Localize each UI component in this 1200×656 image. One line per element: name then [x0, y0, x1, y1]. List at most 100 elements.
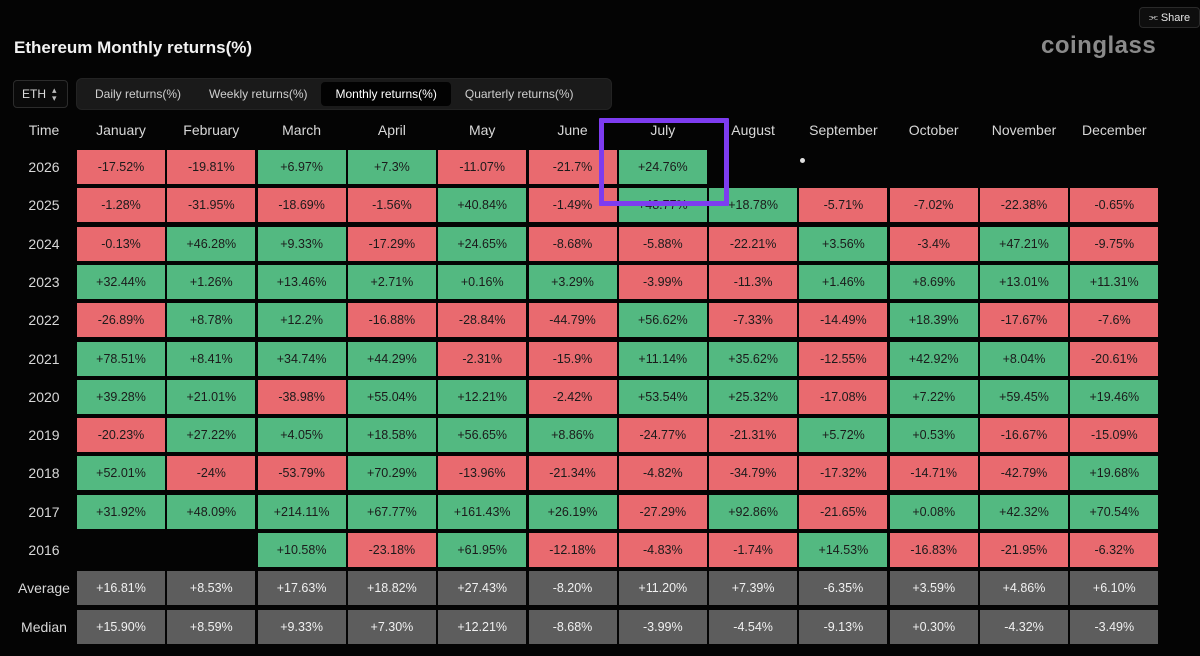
- return-cell[interactable]: +13.01%: [980, 264, 1068, 299]
- return-cell[interactable]: -23.18%: [347, 533, 436, 567]
- return-cell[interactable]: +12.21%: [438, 379, 527, 414]
- return-cell[interactable]: +39.28%: [77, 379, 165, 414]
- return-cell[interactable]: +8.69%: [889, 264, 978, 299]
- return-cell[interactable]: +7.3%: [347, 150, 436, 184]
- return-cell[interactable]: +9.33%: [257, 609, 346, 644]
- tab-quarterly-returns[interactable]: Quarterly returns(%): [464, 87, 574, 101]
- return-cell[interactable]: -0.65%: [1070, 188, 1159, 223]
- return-cell[interactable]: -1.74%: [709, 533, 798, 567]
- return-cell[interactable]: +11.31%: [1070, 264, 1159, 299]
- return-cell[interactable]: -16.67%: [980, 418, 1068, 453]
- return-cell[interactable]: +2.71%: [347, 264, 436, 299]
- return-cell[interactable]: -4.83%: [618, 533, 707, 567]
- return-cell[interactable]: -17.67%: [980, 303, 1068, 338]
- return-cell[interactable]: +40.84%: [438, 188, 527, 223]
- tab-monthly-returns[interactable]: Monthly returns(%): [321, 82, 451, 106]
- return-cell[interactable]: +92.86%: [709, 494, 798, 529]
- return-cell[interactable]: +8.78%: [167, 303, 256, 338]
- return-cell[interactable]: -0.13%: [77, 226, 165, 261]
- return-cell[interactable]: +48.09%: [167, 494, 256, 529]
- return-cell[interactable]: -4.82%: [618, 456, 707, 491]
- return-cell[interactable]: +32.44%: [77, 264, 165, 299]
- return-cell[interactable]: -19.81%: [167, 150, 256, 184]
- return-cell[interactable]: -8.68%: [528, 226, 617, 261]
- return-cell[interactable]: -14.71%: [889, 456, 978, 491]
- return-cell[interactable]: +35.62%: [709, 341, 798, 376]
- return-cell[interactable]: +0.53%: [889, 418, 978, 453]
- return-cell[interactable]: +27.22%: [167, 418, 256, 453]
- return-cell[interactable]: -22.38%: [980, 188, 1068, 223]
- return-cell[interactable]: -17.08%: [799, 379, 888, 414]
- return-cell[interactable]: +8.53%: [167, 571, 256, 606]
- return-cell[interactable]: -26.89%: [77, 303, 165, 338]
- return-cell[interactable]: +25.32%: [709, 379, 798, 414]
- return-cell[interactable]: -2.42%: [528, 379, 617, 414]
- return-cell[interactable]: +47.21%: [980, 226, 1068, 261]
- return-cell[interactable]: -44.79%: [528, 303, 617, 338]
- tab-daily-returns[interactable]: Daily returns(%): [95, 87, 182, 101]
- return-cell[interactable]: +59.45%: [980, 379, 1068, 414]
- return-cell[interactable]: +6.97%: [257, 150, 346, 184]
- return-cell[interactable]: +0.16%: [438, 264, 527, 299]
- return-cell[interactable]: +1.26%: [167, 264, 256, 299]
- return-cell[interactable]: +24.76%: [618, 150, 707, 184]
- return-cell[interactable]: -3.4%: [889, 226, 978, 261]
- return-cell[interactable]: +14.53%: [799, 533, 888, 567]
- return-cell[interactable]: -2.31%: [438, 341, 527, 376]
- return-cell[interactable]: -20.23%: [77, 418, 165, 453]
- return-cell[interactable]: +9.33%: [257, 226, 346, 261]
- return-cell[interactable]: +8.86%: [528, 418, 617, 453]
- return-cell[interactable]: -17.52%: [77, 150, 165, 184]
- return-cell[interactable]: +27.43%: [438, 571, 527, 606]
- return-cell[interactable]: -3.99%: [618, 264, 707, 299]
- return-cell[interactable]: -6.35%: [799, 571, 888, 606]
- return-cell[interactable]: -12.18%: [528, 533, 617, 567]
- return-cell[interactable]: -21.31%: [709, 418, 798, 453]
- return-cell[interactable]: -21.65%: [799, 494, 888, 529]
- return-cell[interactable]: +24.65%: [438, 226, 527, 261]
- return-cell[interactable]: -12.55%: [799, 341, 888, 376]
- return-cell[interactable]: +0.08%: [889, 494, 978, 529]
- return-cell[interactable]: +1.46%: [799, 264, 888, 299]
- return-cell[interactable]: -24.77%: [618, 418, 707, 453]
- return-cell[interactable]: -5.88%: [618, 226, 707, 261]
- return-cell[interactable]: -4.54%: [709, 609, 798, 644]
- return-cell[interactable]: -18.69%: [257, 188, 346, 223]
- return-cell[interactable]: +70.54%: [1070, 494, 1159, 529]
- return-cell[interactable]: -21.34%: [528, 456, 617, 491]
- return-cell[interactable]: -8.20%: [528, 571, 617, 606]
- return-cell[interactable]: +3.59%: [889, 571, 978, 606]
- return-cell[interactable]: -27.29%: [618, 494, 707, 529]
- return-cell[interactable]: -8.68%: [528, 609, 617, 644]
- return-cell[interactable]: -20.61%: [1070, 341, 1159, 376]
- return-cell[interactable]: +67.77%: [347, 494, 436, 529]
- return-cell[interactable]: +12.2%: [257, 303, 346, 338]
- return-cell[interactable]: -15.09%: [1070, 418, 1159, 453]
- return-cell[interactable]: -17.32%: [799, 456, 888, 491]
- return-cell[interactable]: -1.28%: [77, 188, 165, 223]
- return-cell[interactable]: -24%: [167, 456, 256, 491]
- return-cell[interactable]: +6.10%: [1070, 571, 1159, 606]
- return-cell[interactable]: +11.14%: [618, 341, 707, 376]
- return-cell[interactable]: -3.99%: [618, 609, 707, 644]
- return-cell[interactable]: +8.04%: [980, 341, 1068, 376]
- return-cell[interactable]: -16.88%: [347, 303, 436, 338]
- return-cell[interactable]: +42.32%: [980, 494, 1068, 529]
- return-cell[interactable]: -14.49%: [799, 303, 888, 338]
- return-cell[interactable]: +16.81%: [77, 571, 165, 606]
- return-cell[interactable]: +19.46%: [1070, 379, 1159, 414]
- return-cell[interactable]: -31.95%: [167, 188, 256, 223]
- return-cell[interactable]: -53.79%: [257, 456, 346, 491]
- return-cell[interactable]: +12.21%: [438, 609, 527, 644]
- return-cell[interactable]: -5.71%: [799, 188, 888, 223]
- return-cell[interactable]: +18.82%: [347, 571, 436, 606]
- return-cell[interactable]: -1.56%: [347, 188, 436, 223]
- return-cell[interactable]: -34.79%: [709, 456, 798, 491]
- return-cell[interactable]: +3.29%: [528, 264, 617, 299]
- return-cell[interactable]: +44.29%: [347, 341, 436, 376]
- return-cell[interactable]: -22.21%: [709, 226, 798, 261]
- return-cell[interactable]: -4.32%: [980, 609, 1068, 644]
- return-cell[interactable]: +46.28%: [167, 226, 256, 261]
- return-cell[interactable]: +13.46%: [257, 264, 346, 299]
- return-cell[interactable]: +5.72%: [799, 418, 888, 453]
